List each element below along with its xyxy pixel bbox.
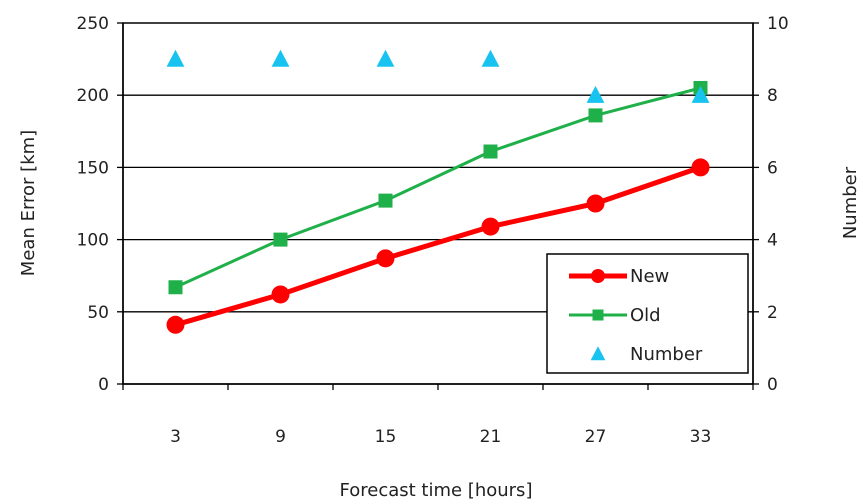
point-old [168, 280, 183, 295]
point-old [273, 232, 288, 247]
x-axis-title: Forecast time [hours] [340, 480, 533, 501]
y-left-tick-label: 150 [77, 158, 109, 178]
legend-marker-number [590, 346, 606, 361]
point-old [483, 144, 498, 159]
x-tick-label: 27 [585, 427, 607, 447]
x-tick-label: 21 [480, 427, 502, 447]
point-number [586, 85, 605, 103]
series-line-old [174, 86, 701, 289]
x-tick-label: 33 [690, 427, 712, 447]
x-tick-label: 9 [275, 427, 286, 447]
point-number [691, 85, 710, 103]
legend-label-new: New [630, 266, 669, 287]
series-layer [166, 49, 710, 334]
point-number [481, 49, 500, 67]
y-right-tick-label: 2 [767, 303, 778, 323]
y-left-tick-label: 200 [77, 86, 109, 106]
point-new [586, 194, 605, 213]
y-right-tick-label: 8 [767, 86, 778, 106]
y-axis-left-title: Mean Error [km] [18, 130, 39, 276]
y-axis-left-ticks: 0 50 100 150 200 250 [77, 14, 123, 395]
point-number [166, 49, 185, 67]
legend-label-old: Old [630, 305, 661, 326]
point-old [588, 108, 603, 123]
y-left-tick-label: 0 [98, 375, 109, 395]
point-number [376, 49, 395, 67]
point-new [481, 217, 500, 236]
y-axis-right-ticks: 0 2 4 6 8 10 [753, 14, 789, 395]
y-right-tick-label: 10 [767, 14, 789, 34]
legend-label-number: Number [630, 344, 703, 365]
legend-marker-new [591, 269, 605, 283]
y-axis-right-title: Number [840, 166, 861, 239]
legend-marker-old [592, 309, 604, 321]
y-right-tick-label: 6 [767, 158, 778, 178]
series-line-new [174, 165, 702, 328]
x-tick-label: 15 [375, 427, 397, 447]
point-old [378, 193, 393, 208]
y-left-tick-label: 250 [77, 14, 109, 34]
y-right-tick-label: 0 [767, 375, 778, 395]
y-left-tick-label: 100 [77, 231, 109, 251]
x-axis-ticks: 3 9 15 21 27 33 [122, 384, 754, 447]
y-left-tick-label: 50 [87, 303, 109, 323]
x-tick-label: 3 [170, 427, 181, 447]
point-new [166, 315, 185, 334]
point-number [271, 49, 290, 67]
point-new [271, 285, 290, 304]
y-right-tick-label: 4 [767, 231, 778, 251]
point-new [691, 158, 710, 177]
point-new [376, 249, 395, 268]
legend: New Old Number [546, 253, 749, 374]
